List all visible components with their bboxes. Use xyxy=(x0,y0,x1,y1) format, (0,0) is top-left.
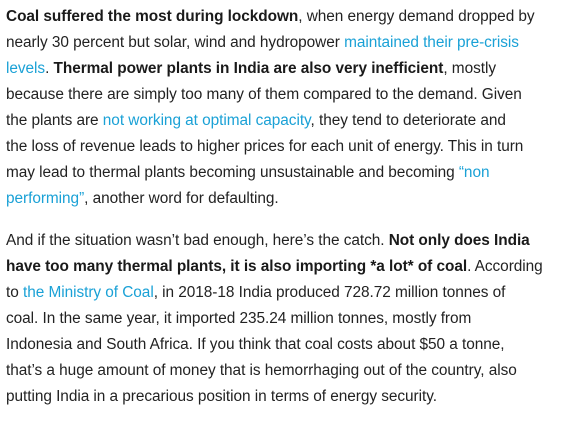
line: And if the situation wasn’t bad enough, … xyxy=(6,228,568,254)
line: Indonesia and South Africa. If you think… xyxy=(6,332,568,358)
text: And if the situation wasn’t bad enough, … xyxy=(6,232,389,249)
line: may lead to thermal plants becoming unsu… xyxy=(6,160,568,186)
text: that’s a huge amount of money that is he… xyxy=(6,362,517,379)
text: , they tend to deteriorate and xyxy=(310,112,506,129)
text: the plants are xyxy=(6,112,103,129)
article-body: Coal suffered the most during lockdown, … xyxy=(6,4,568,410)
text: , mostly xyxy=(443,60,496,77)
line: nearly 30 percent but solar, wind and hy… xyxy=(6,30,568,56)
line: putting India in a precarious position i… xyxy=(6,384,568,410)
text: , when energy demand dropped by xyxy=(298,8,535,25)
line: coal. In the same year, it imported 235.… xyxy=(6,306,568,332)
text: nearly 30 percent but solar, wind and hy… xyxy=(6,34,345,51)
link-optimal-capacity[interactable]: not working at optimal capacity xyxy=(102,112,311,129)
text: . xyxy=(45,60,54,77)
link-pre-crisis-levels[interactable]: maintained their pre-crisis xyxy=(344,34,519,51)
text: . According xyxy=(467,258,543,275)
line: because there are simply too many of the… xyxy=(6,82,568,108)
line: the loss of revenue leads to higher pric… xyxy=(6,134,568,160)
link-pre-crisis-levels[interactable]: levels xyxy=(6,60,46,77)
text: coal. In the same year, it imported 235.… xyxy=(6,310,472,327)
bold-text: Coal suffered the most during lockdown xyxy=(6,8,299,25)
link-non-performing[interactable]: performing” xyxy=(6,190,85,207)
line: levels. Thermal power plants in India ar… xyxy=(6,56,568,82)
text: , another word for defaulting. xyxy=(84,190,279,207)
bold-text: Thermal power plants in India are also v… xyxy=(53,60,444,77)
text: , in 2018-18 India produced 728.72 milli… xyxy=(153,284,506,301)
paragraph-lockdown: Coal suffered the most during lockdown, … xyxy=(6,4,568,212)
text: to xyxy=(6,284,23,301)
line: have too many thermal plants, it is also… xyxy=(6,254,568,280)
line: the plants are not working at optimal ca… xyxy=(6,108,568,134)
paragraph-coal-imports: And if the situation wasn’t bad enough, … xyxy=(6,228,568,410)
text: putting India in a precarious position i… xyxy=(6,388,437,405)
text: Indonesia and South Africa. If you think… xyxy=(6,336,505,353)
line: Coal suffered the most during lockdown, … xyxy=(6,4,568,30)
link-non-performing[interactable]: “non xyxy=(458,164,490,181)
line: that’s a huge amount of money that is he… xyxy=(6,358,568,384)
line: to the Ministry of Coal, in 2018-18 Indi… xyxy=(6,280,568,306)
link-ministry-of-coal[interactable]: the Ministry of Coal xyxy=(22,284,154,301)
bold-text: Not only does India xyxy=(388,232,530,249)
text: because there are simply too many of the… xyxy=(6,86,522,103)
line: performing”, another word for defaulting… xyxy=(6,186,568,212)
text: may lead to thermal plants becoming unsu… xyxy=(6,164,459,181)
bold-text: have too many thermal plants, it is also… xyxy=(6,258,468,275)
text: the loss of revenue leads to higher pric… xyxy=(6,138,524,155)
